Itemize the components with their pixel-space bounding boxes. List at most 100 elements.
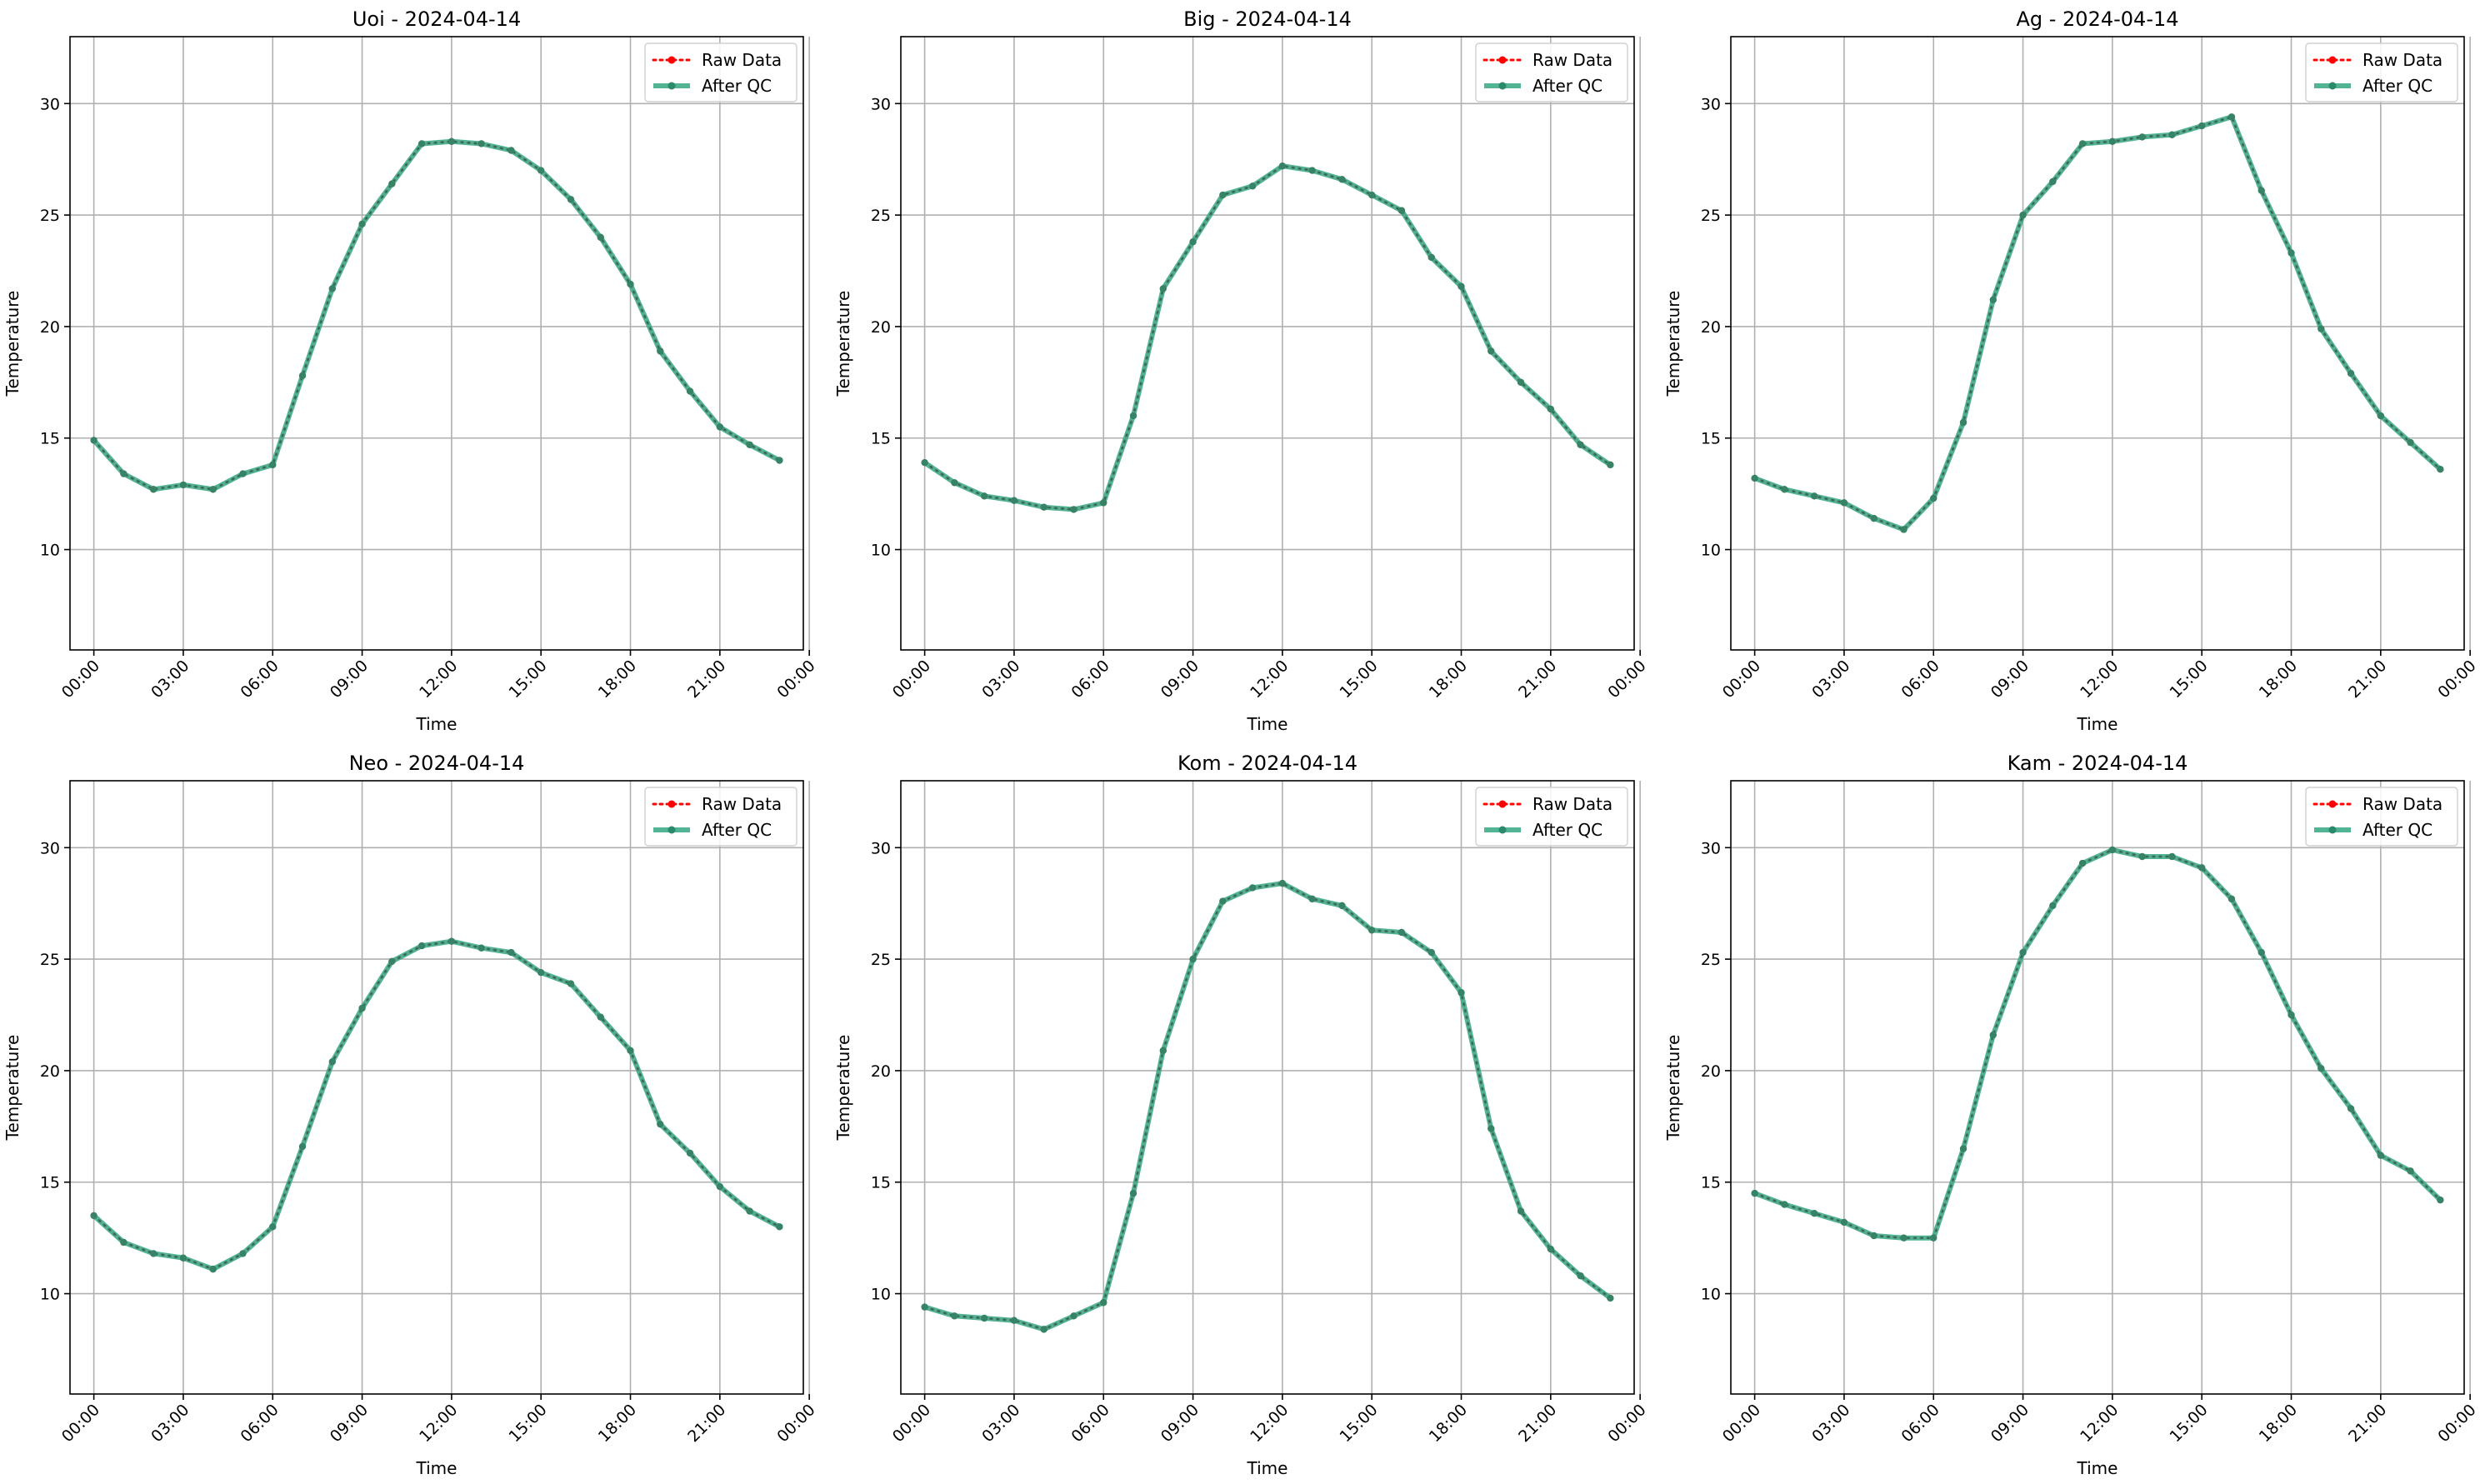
data-point-after-qc: [2049, 902, 2057, 910]
data-point-after-qc: [1458, 282, 1465, 290]
x-tick-label: 00:00: [1719, 1401, 1764, 1446]
legend-label-after-qc: After QC: [702, 76, 772, 96]
data-point-after-qc: [1189, 955, 1197, 963]
data-point-after-qc: [418, 140, 426, 147]
data-point-after-qc: [657, 1120, 664, 1128]
data-point-after-qc: [1577, 1272, 1584, 1280]
chart-title: Uoi - 2024-04-14: [352, 7, 521, 31]
data-point-after-qc: [298, 1142, 307, 1151]
data-point-after-qc: [2288, 249, 2295, 257]
y-tick-label: 15: [40, 1174, 60, 1192]
data-point-after-qc: [1040, 1326, 1048, 1333]
y-tick-label: 30: [871, 839, 891, 857]
data-point-after-qc: [2108, 846, 2117, 854]
x-tick-label: 03:00: [148, 1401, 192, 1446]
x-tick-label: 12:00: [1247, 657, 1292, 702]
legend-label-after-qc: After QC: [2362, 76, 2432, 96]
plot-area: [901, 37, 1634, 650]
data-point-after-qc: [1338, 176, 1346, 183]
data-point-after-qc: [1900, 1234, 1908, 1242]
y-tick-label: 25: [871, 207, 891, 225]
data-point-after-qc: [2228, 113, 2236, 121]
data-point-after-qc: [2078, 140, 2087, 147]
x-tick-label: 09:00: [1988, 657, 2032, 702]
x-tick-label: 15:00: [505, 1401, 550, 1446]
data-point-after-qc: [2407, 438, 2414, 447]
data-point-after-qc: [269, 461, 277, 469]
data-point-after-qc: [1900, 526, 1908, 533]
y-tick-label: 10: [40, 1286, 60, 1304]
legend: Raw Data After QC: [644, 42, 798, 102]
data-point-after-qc: [120, 470, 128, 477]
y-tick-label: 15: [871, 430, 891, 448]
x-tick-label: 15:00: [2166, 1401, 2211, 1446]
data-point-after-qc: [2198, 864, 2206, 872]
data-point-after-qc: [1989, 1031, 1997, 1039]
data-point-after-qc: [921, 458, 928, 467]
data-point-after-qc: [2049, 177, 2057, 186]
x-tick-label: 09:00: [1158, 657, 1202, 702]
data-point-after-qc: [567, 196, 575, 203]
data-point-after-qc: [478, 944, 485, 952]
x-tick-label: 00:00: [1604, 657, 1649, 702]
data-point-after-qc: [1517, 378, 1525, 387]
data-point-after-qc: [1959, 418, 1968, 427]
legend: Raw Data After QC: [1475, 787, 1628, 847]
plot-area: [901, 781, 1634, 1394]
y-axis-label: Temperature: [1663, 291, 1683, 397]
y-tick-label: 20: [1701, 318, 1721, 337]
x-tick-label: 12:00: [416, 657, 461, 702]
x-axis-label: Time: [1247, 1458, 1288, 1478]
x-axis-label: Time: [2077, 1458, 2118, 1478]
data-point-after-qc: [2138, 852, 2146, 861]
data-point-after-qc: [1781, 486, 1788, 493]
data-point-after-qc: [1159, 1047, 1167, 1055]
y-tick-label: 20: [40, 318, 60, 337]
data-point-after-qc: [951, 479, 958, 487]
data-point-after-qc: [538, 968, 545, 977]
x-tick-label: 15:00: [1336, 657, 1381, 702]
data-point-after-qc: [1219, 897, 1227, 905]
data-point-after-qc: [1040, 503, 1048, 511]
y-tick-label: 20: [871, 318, 891, 337]
data-point-after-qc: [686, 387, 694, 395]
data-point-after-qc: [1248, 182, 1257, 190]
data-point-after-qc: [1368, 927, 1376, 934]
subplot-6: 10 15 20 25 30 00:00 03:00 06:00 09:00 12:00 15:00…: [1663, 752, 2480, 1478]
legend-marker-raw-data: [2328, 56, 2337, 64]
plot-frame: [1730, 36, 2465, 651]
data-point-after-qc: [2407, 1167, 2414, 1175]
legend-marker-after-qc: [2328, 82, 2337, 90]
data-point-after-qc: [2437, 1196, 2444, 1204]
data-point-after-qc: [2138, 133, 2146, 141]
x-tick-label: 15:00: [1336, 1401, 1381, 1446]
plot-frame: [900, 780, 1635, 1395]
data-point-after-qc: [686, 1149, 694, 1157]
x-axis-label: Time: [416, 1458, 458, 1478]
data-point-after-qc: [597, 233, 604, 242]
data-point-after-qc: [716, 423, 724, 431]
data-point-after-qc: [508, 147, 515, 154]
data-point-after-qc: [1219, 191, 1227, 199]
data-point-after-qc: [2168, 131, 2176, 138]
data-point-after-qc: [627, 1047, 634, 1055]
x-tick-label: 12:00: [1247, 1401, 1292, 1446]
x-tick-label: 00:00: [1719, 657, 1764, 702]
x-tick-label: 06:00: [238, 657, 282, 702]
x-tick-label: 12:00: [2077, 657, 2122, 702]
x-tick-label: 06:00: [1898, 1401, 1943, 1446]
x-tick-label: 00:00: [773, 657, 818, 702]
data-point-after-qc: [149, 486, 158, 493]
x-tick-label: 12:00: [416, 1401, 461, 1446]
x-axis-label: Time: [1247, 714, 1288, 734]
data-point-after-qc: [1308, 895, 1316, 903]
data-point-after-qc: [2318, 325, 2325, 332]
data-point-after-qc: [1189, 238, 1197, 246]
data-point-after-qc: [1129, 1189, 1138, 1197]
data-point-after-qc: [2198, 122, 2206, 130]
legend-marker-after-qc: [2328, 826, 2337, 834]
data-point-after-qc: [538, 167, 545, 174]
y-axis-label: Temperature: [833, 291, 853, 397]
data-point-after-qc: [2019, 948, 2027, 957]
x-tick-label: 03:00: [1808, 1401, 1853, 1446]
